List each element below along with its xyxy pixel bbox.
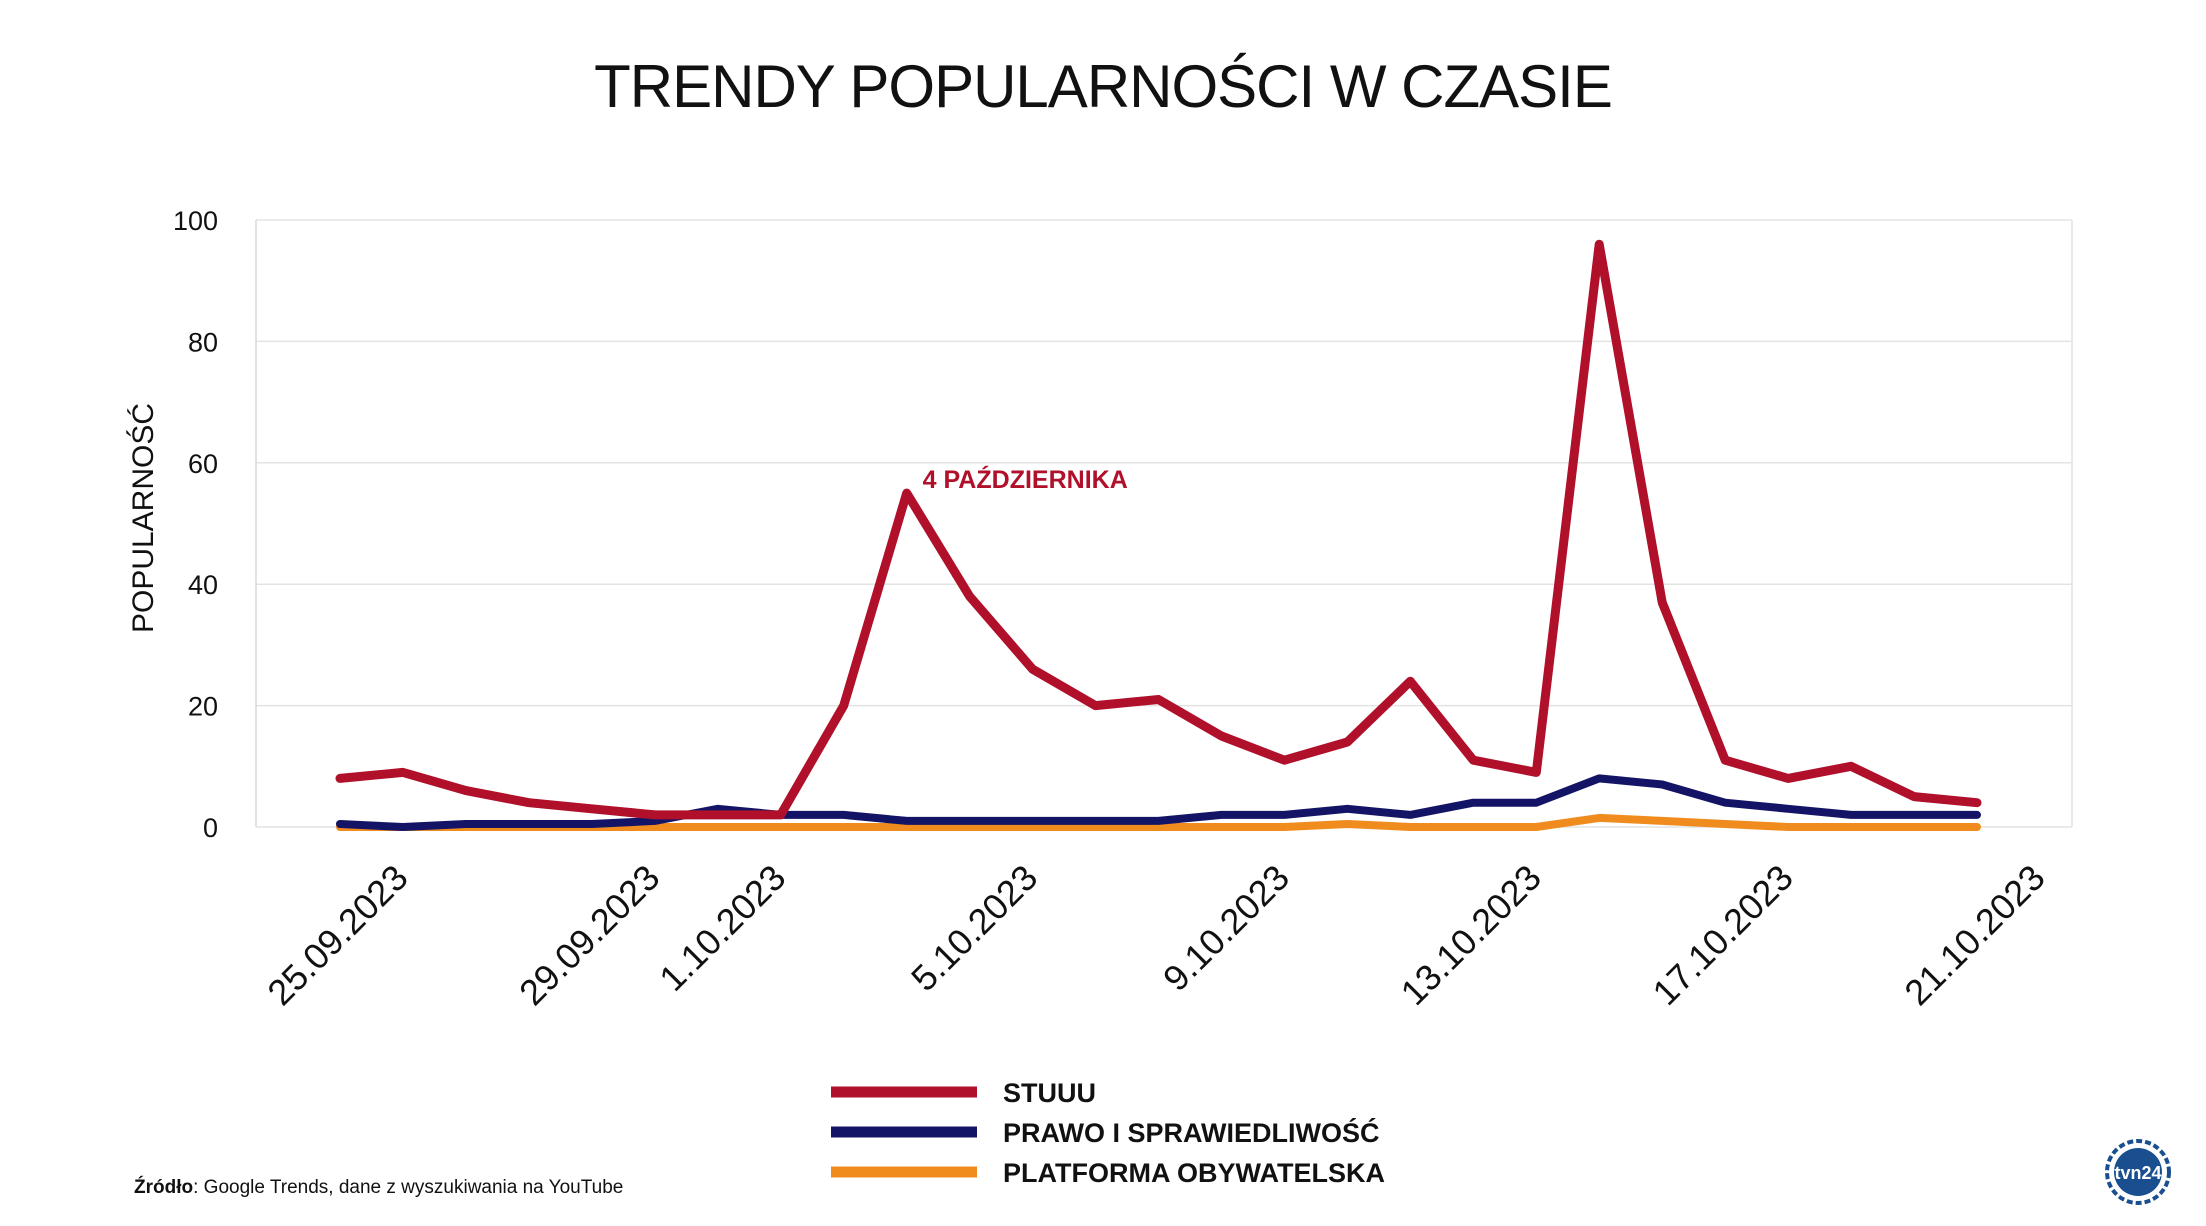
y-tick-label-60: 60 [188, 449, 218, 479]
y-axis-label: POPULARNOŚĆ [126, 403, 160, 633]
source-note: Źródło: Google Trends, dane z wyszukiwan… [134, 1177, 623, 1199]
legend: STUUU PRAWO I SPRAWIEDLIWOŚĆ PLATFORMA OBY… [831, 1078, 1385, 1188]
legend-label-0: STUUU [1003, 1078, 1096, 1108]
x-tick-label: 25.09.2023 [259, 857, 415, 1013]
annotation-label: 4 PAŹDZIERNIKA [923, 465, 1128, 494]
source-label: Źródło [134, 1177, 194, 1198]
y-axis-title: POPULARNOŚĆ [126, 403, 160, 633]
x-tick-label: 21.10.2023 [1896, 857, 2052, 1013]
x-tick-label: 17.10.2023 [1644, 857, 1800, 1013]
series-line-2 [336, 813, 1981, 831]
chart-annotations: 4 PAŹDZIERNIKA [923, 465, 1128, 494]
x-tick-label: 1.10.2023 [651, 857, 793, 999]
grid-lines [255, 219, 2073, 828]
x-tick-label: 13.10.2023 [1393, 857, 1549, 1013]
legend-label-2: PLATFORMA OBYWATELSKA [1003, 1158, 1385, 1188]
source-text: : Google Trends, dane z wyszukiwania na … [193, 1177, 624, 1198]
y-tick-label-80: 80 [188, 327, 218, 357]
tvn24-logo-icon: tvn24 [2105, 1139, 2171, 1205]
x-tick-label: 9.10.2023 [1155, 857, 1297, 999]
y-tick-label-0: 0 [203, 813, 218, 843]
series-line-1 [336, 774, 1981, 831]
series-line-0 [335, 239, 1982, 820]
y-tick-label-20: 20 [188, 692, 218, 722]
series-lines [335, 239, 1982, 831]
y-tick-label-40: 40 [188, 570, 218, 600]
x-tick-label: 29.09.2023 [511, 857, 667, 1013]
chart-title: TRENDY POPULARNOŚCI W CZASIE [594, 53, 1613, 120]
logo-text: tvn24 [2114, 1163, 2161, 1183]
x-tick-label: 5.10.2023 [903, 857, 1045, 999]
legend-label-1: PRAWO I SPRAWIEDLIWOŚĆ [1003, 1117, 1380, 1148]
y-tick-label-100: 100 [173, 206, 218, 236]
y-tick-labels: 0 20 40 60 80 100 [173, 206, 218, 843]
